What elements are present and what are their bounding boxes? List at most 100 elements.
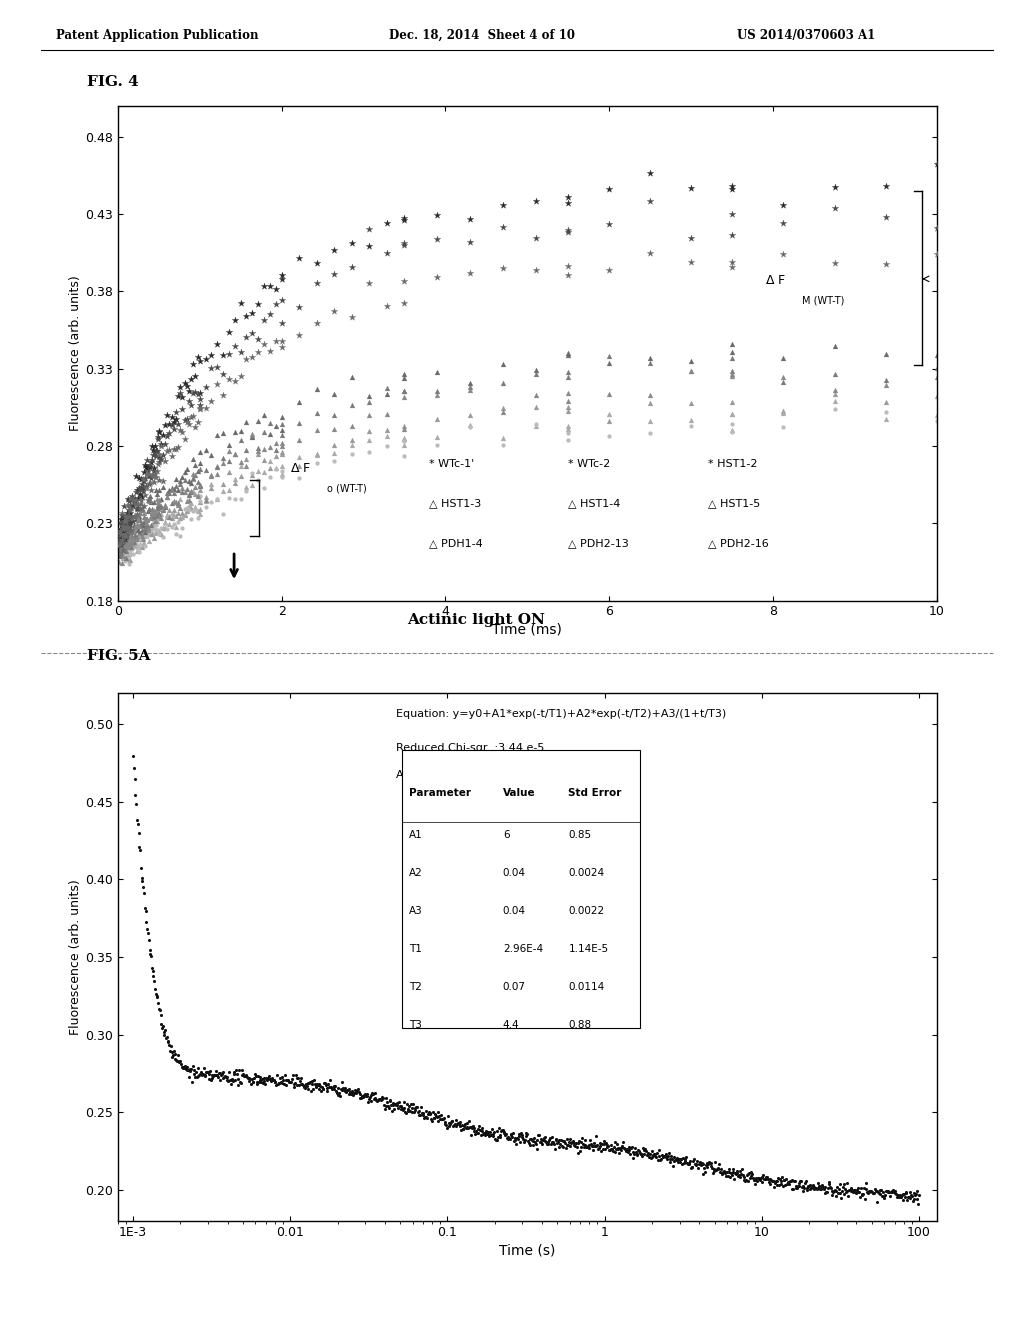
Point bbox=[187, 366, 204, 387]
Point bbox=[178, 498, 195, 519]
Point bbox=[361, 273, 378, 294]
Point bbox=[412, 1105, 428, 1126]
Point bbox=[838, 1181, 854, 1203]
Point bbox=[244, 322, 260, 343]
Point bbox=[164, 445, 180, 466]
Point bbox=[134, 515, 151, 536]
Point bbox=[122, 512, 138, 533]
Point bbox=[523, 1130, 540, 1151]
Point bbox=[304, 1071, 321, 1092]
Point bbox=[137, 478, 154, 499]
Point bbox=[191, 397, 208, 418]
Point bbox=[114, 529, 130, 550]
Point bbox=[118, 529, 134, 550]
Point bbox=[118, 536, 134, 557]
Text: o (WT-T): o (WT-T) bbox=[327, 483, 367, 494]
Point bbox=[683, 251, 699, 272]
Point bbox=[484, 1125, 501, 1146]
Point bbox=[115, 511, 131, 532]
Point bbox=[119, 541, 135, 562]
Point bbox=[129, 813, 145, 834]
Point bbox=[337, 1080, 353, 1101]
Point bbox=[119, 516, 135, 537]
Point bbox=[215, 453, 231, 474]
Point bbox=[441, 1113, 458, 1134]
Point bbox=[153, 449, 169, 470]
Point bbox=[792, 1172, 808, 1193]
Point bbox=[724, 403, 740, 424]
Point bbox=[370, 1089, 386, 1110]
Point bbox=[773, 1173, 790, 1195]
Point bbox=[187, 483, 204, 504]
Point bbox=[396, 380, 413, 401]
Point bbox=[677, 1148, 693, 1170]
Point bbox=[136, 454, 153, 475]
Point bbox=[326, 404, 342, 425]
Point bbox=[112, 529, 128, 550]
Point bbox=[653, 1144, 670, 1166]
Point bbox=[554, 1135, 570, 1156]
Point bbox=[853, 1184, 869, 1205]
Point bbox=[115, 529, 131, 550]
Point bbox=[361, 385, 378, 407]
Y-axis label: Fluorescence (arb. units): Fluorescence (arb. units) bbox=[70, 276, 82, 430]
Point bbox=[133, 527, 150, 548]
Point bbox=[396, 418, 413, 440]
Point bbox=[273, 264, 290, 285]
Point bbox=[262, 450, 279, 471]
Point bbox=[794, 1176, 810, 1197]
Point bbox=[344, 434, 360, 455]
Point bbox=[114, 540, 130, 561]
Point bbox=[460, 1117, 476, 1138]
Point bbox=[356, 1085, 373, 1106]
Point bbox=[527, 190, 544, 211]
Point bbox=[687, 1154, 703, 1175]
Point bbox=[844, 1180, 860, 1201]
Point bbox=[286, 1073, 302, 1094]
Point bbox=[601, 260, 617, 281]
Point bbox=[745, 1170, 762, 1191]
Point bbox=[846, 1180, 862, 1201]
Point bbox=[795, 1176, 811, 1197]
Point bbox=[378, 1096, 394, 1117]
Point bbox=[571, 1131, 588, 1152]
Point bbox=[183, 368, 200, 389]
Point bbox=[848, 1183, 864, 1204]
Point bbox=[878, 176, 894, 197]
Point bbox=[387, 1093, 403, 1114]
Point bbox=[121, 520, 137, 541]
Point bbox=[194, 1063, 210, 1084]
Point bbox=[267, 432, 284, 453]
Point bbox=[308, 1074, 325, 1096]
Point bbox=[148, 520, 165, 541]
Point bbox=[490, 1117, 507, 1138]
Point bbox=[435, 1109, 452, 1130]
Point bbox=[127, 524, 143, 545]
Point bbox=[725, 1158, 741, 1179]
Point bbox=[184, 1071, 201, 1092]
Point bbox=[176, 482, 193, 503]
Point bbox=[133, 529, 150, 550]
Point bbox=[527, 396, 544, 417]
Point bbox=[495, 372, 511, 393]
Point bbox=[125, 544, 141, 565]
Point bbox=[136, 521, 153, 543]
Point bbox=[207, 1065, 223, 1086]
Point bbox=[666, 1146, 682, 1167]
Point bbox=[132, 840, 148, 861]
Point bbox=[683, 177, 699, 198]
Point bbox=[840, 1172, 856, 1193]
Point bbox=[121, 506, 137, 527]
Point bbox=[236, 1065, 252, 1086]
Text: Actinic light ON: Actinic light ON bbox=[408, 614, 545, 627]
Point bbox=[113, 540, 129, 561]
Point bbox=[187, 417, 204, 438]
Point bbox=[144, 503, 161, 524]
Point bbox=[301, 1073, 317, 1094]
Point bbox=[122, 487, 138, 508]
Point bbox=[117, 546, 133, 568]
Point bbox=[738, 1164, 755, 1185]
Point bbox=[134, 871, 151, 892]
Point bbox=[697, 1155, 714, 1176]
Point bbox=[229, 1068, 246, 1089]
